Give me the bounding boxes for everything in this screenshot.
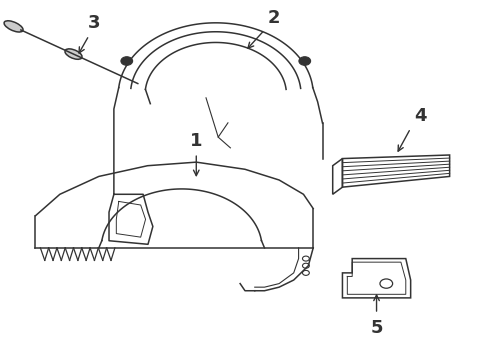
Text: 5: 5 [370, 319, 383, 337]
Text: 2: 2 [268, 9, 280, 27]
Ellipse shape [4, 21, 23, 32]
Ellipse shape [65, 49, 82, 59]
Text: 4: 4 [414, 107, 427, 125]
Circle shape [299, 57, 311, 65]
Circle shape [121, 57, 133, 65]
Text: 1: 1 [190, 132, 202, 150]
Text: 3: 3 [88, 14, 100, 32]
